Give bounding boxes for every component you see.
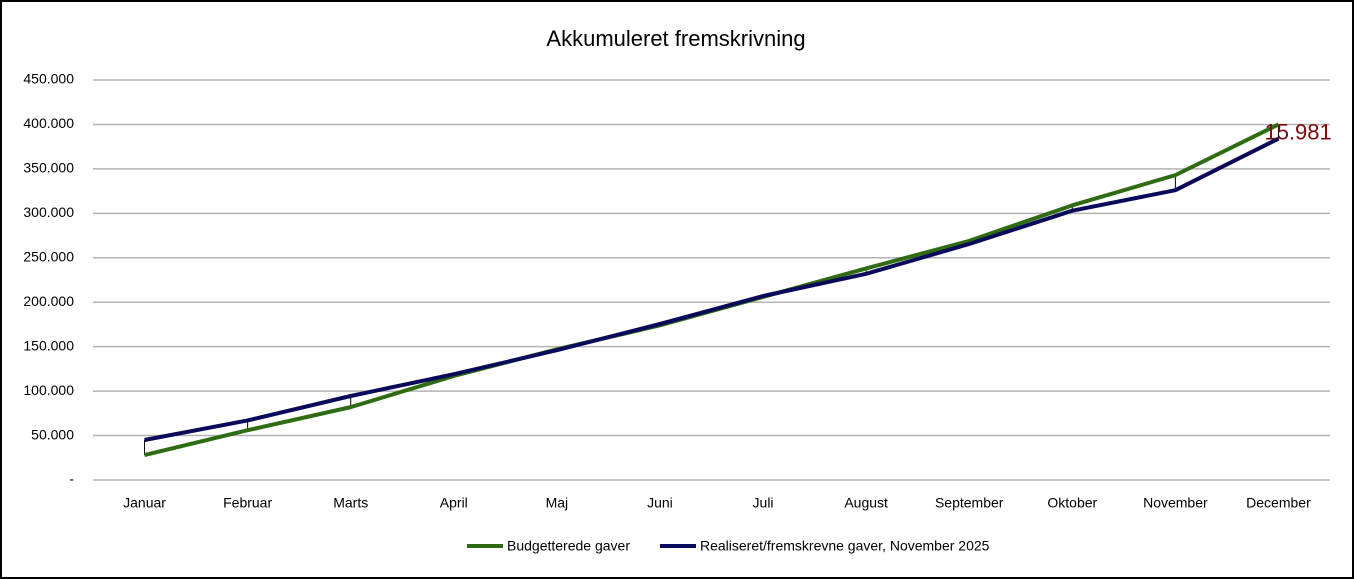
x-tick-label: Juli bbox=[753, 495, 774, 511]
y-tick-label: 450.000 bbox=[23, 71, 74, 87]
x-tick-label: April bbox=[440, 495, 468, 511]
x-tick-label: November bbox=[1143, 495, 1208, 511]
x-tick-label: Januar bbox=[123, 495, 166, 511]
legend-label: Budgetterede gaver bbox=[507, 538, 630, 554]
x-tick-label: Marts bbox=[333, 495, 368, 511]
y-tick-label: - bbox=[69, 471, 74, 487]
y-tick-label: 50.000 bbox=[31, 426, 74, 442]
y-tick-label: 100.000 bbox=[23, 382, 74, 398]
x-tick-label: December bbox=[1246, 495, 1311, 511]
data-label: 15.981 bbox=[1264, 119, 1331, 144]
series-line bbox=[144, 136, 1280, 442]
x-tick-label: Februar bbox=[223, 495, 272, 511]
y-tick-label: 250.000 bbox=[23, 248, 74, 264]
x-tick-label: September bbox=[935, 495, 1004, 511]
y-tick-label: 200.000 bbox=[23, 293, 74, 309]
x-tick-label: Juni bbox=[647, 495, 673, 511]
y-tick-label: 400.000 bbox=[23, 115, 74, 131]
y-tick-label: 300.000 bbox=[23, 204, 74, 220]
chart-title: Akkumuleret fremskrivning bbox=[546, 26, 805, 51]
y-tick-label: 350.000 bbox=[23, 160, 74, 176]
legend-label: Realiseret/fremskrevne gaver, November 2… bbox=[700, 538, 990, 554]
y-tick-label: 150.000 bbox=[23, 337, 74, 353]
x-tick-label: Maj bbox=[546, 495, 569, 511]
x-tick-label: Oktober bbox=[1047, 495, 1097, 511]
x-tick-label: August bbox=[844, 495, 888, 511]
